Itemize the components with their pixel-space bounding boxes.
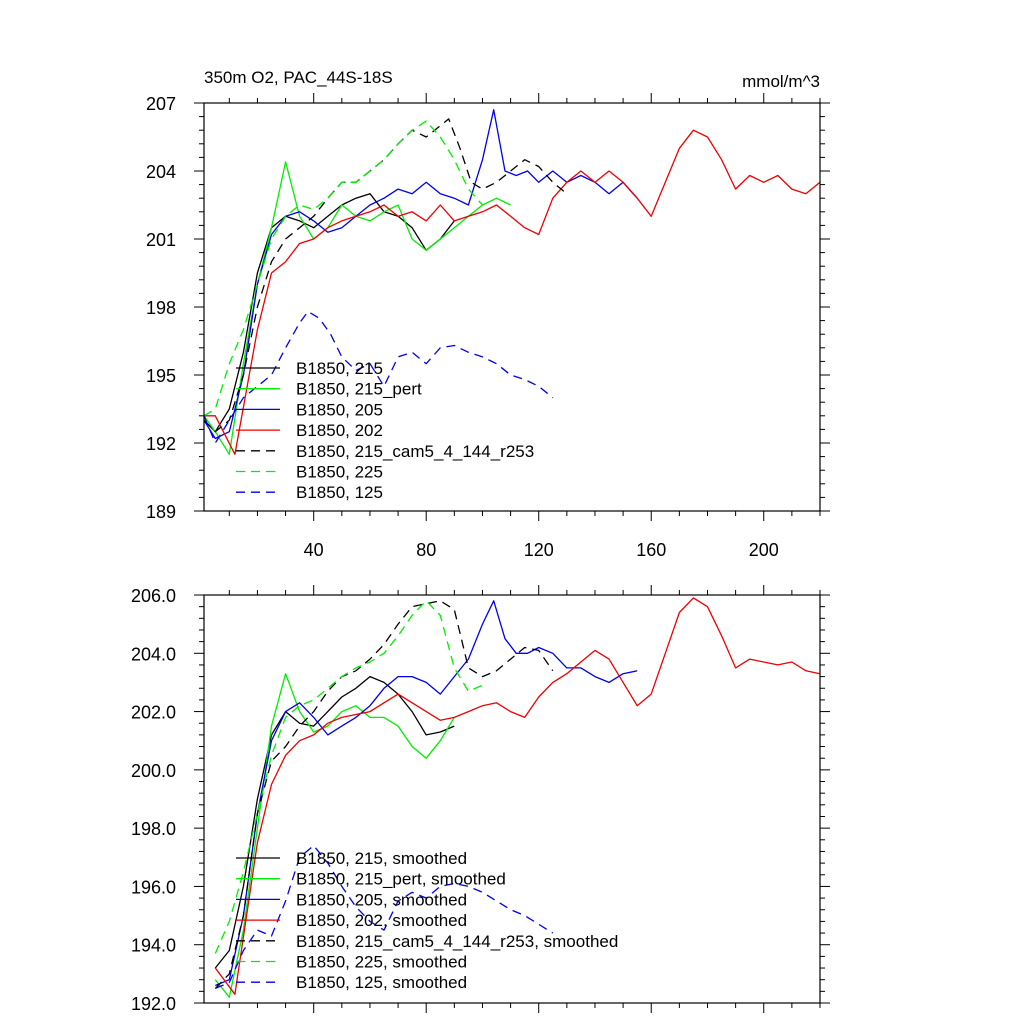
top-y-tick-label: 201 — [146, 230, 176, 250]
bottom-y-tick-label: 200.0 — [131, 761, 176, 781]
bottom-series-line-7 — [215, 844, 554, 990]
bottom-legend-label: B1850, 215_pert, smoothed — [296, 870, 506, 889]
top-series-line-6 — [203, 120, 483, 417]
top-x-tick-label: 40 — [304, 540, 324, 560]
top-legend-label: B1850, 125 — [296, 483, 383, 502]
top-y-tick-label: 192 — [146, 434, 176, 454]
bottom-panel: 192.0 194.0 196.0 198.0 200.0 202.0 204.0 206.0… — [131, 585, 830, 1014]
top-series-line-1 — [203, 193, 455, 433]
top-y-tick-label: 198 — [146, 298, 176, 318]
top-legend-label: B1850, 205 — [296, 400, 383, 419]
bottom-series-line-1 — [214, 675, 455, 969]
top-series-line-4 — [204, 129, 821, 455]
top-x-tick-label: 80 — [416, 540, 436, 560]
bottom-series-line-3 — [215, 600, 638, 987]
bottom-legend-label: B1850, 215, smoothed — [296, 849, 467, 868]
top-x-tick-label: 200 — [749, 540, 779, 560]
top-x-tick-label: 160 — [636, 540, 666, 560]
top-y-tick-label: 204 — [146, 162, 176, 182]
bottom-series-line-2 — [214, 673, 455, 998]
bottom-y-tick-label: 202.0 — [131, 703, 176, 723]
bottom-legend-label: B1850, 225, smoothed — [296, 953, 467, 972]
top-y-tick-label: 189 — [146, 502, 176, 522]
top-legend-label: B1850, 202 — [296, 421, 383, 440]
bottom-series-line-6 — [214, 600, 483, 954]
top-y-tick-label: 195 — [146, 366, 176, 386]
bottom-y-tick-label: 196.0 — [131, 877, 176, 897]
top-series-line-3 — [203, 109, 638, 440]
top-series-line-7 — [203, 310, 554, 444]
bottom-legend-label: B1850, 215_cam5_4_144_r253, smoothed — [296, 932, 618, 951]
bottom-y-tick-label: 192.0 — [131, 994, 176, 1014]
chart-units: mmol/m^3 — [742, 72, 820, 91]
top-legend-label: B1850, 215_pert — [296, 380, 422, 399]
top-legend-label: B1850, 215_cam5_4_144_r253 — [296, 442, 534, 461]
top-y-tick-label: 207 — [146, 94, 176, 114]
top-legend-label: B1850, 225 — [296, 463, 383, 482]
bottom-series-line-5 — [214, 600, 554, 989]
top-legend-label: B1850, 215 — [296, 359, 383, 378]
bottom-plot-frame — [203, 594, 821, 1004]
bottom-series-line-4 — [214, 597, 821, 995]
chart-title: 350m O2, PAC_44S-18S — [204, 68, 393, 87]
bottom-legend-label: B1850, 125, smoothed — [296, 973, 467, 992]
bottom-y-tick-label: 204.0 — [131, 644, 176, 664]
top-panel: 350m O2, PAC_44S-18S mmol/m^3 189 192 195 1… — [146, 68, 830, 560]
top-x-tick-label: 120 — [524, 540, 554, 560]
bottom-y-tick-label: 206.0 — [131, 586, 176, 606]
bottom-y-tick-label: 194.0 — [131, 936, 176, 956]
bottom-y-tick-label: 198.0 — [131, 819, 176, 839]
bottom-legend-label: B1850, 205, smoothed — [296, 890, 467, 909]
bottom-legend-label: B1850, 202, smoothed — [296, 911, 467, 930]
